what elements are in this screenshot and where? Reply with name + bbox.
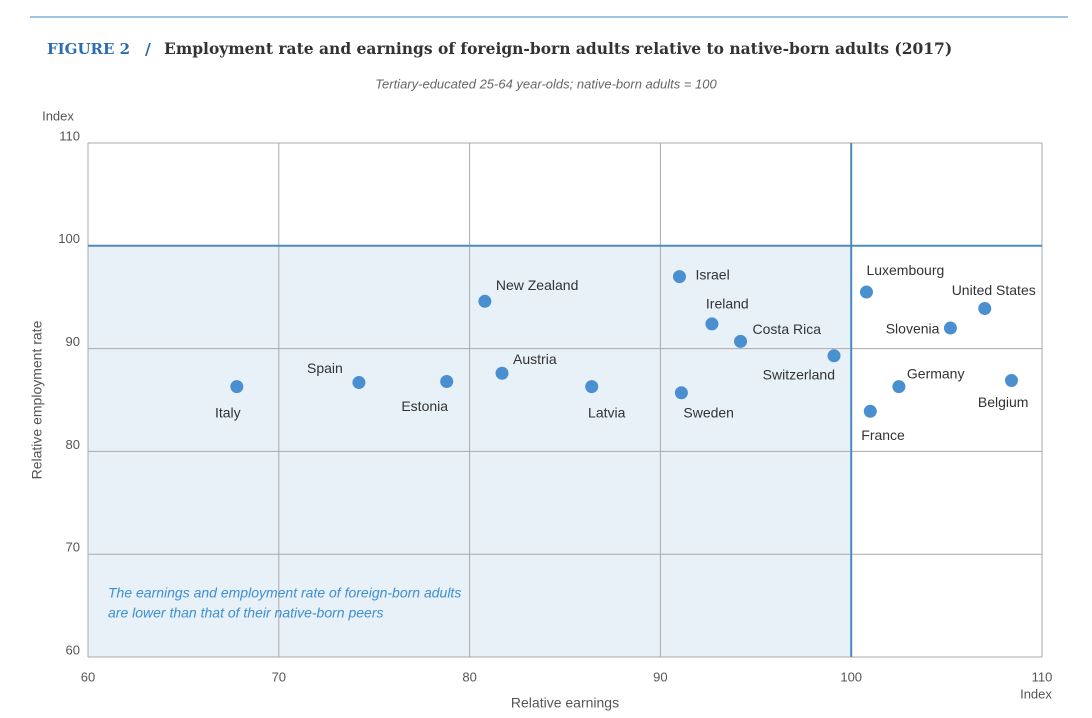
x-tick-label: 80 xyxy=(462,669,476,684)
point-label: Germany xyxy=(907,365,965,381)
point-label: Slovenia xyxy=(886,321,940,337)
x-unit: Index xyxy=(1020,686,1052,701)
y-tick-label: 110 xyxy=(59,128,80,143)
data-point xyxy=(440,374,454,388)
point-label: United States xyxy=(952,282,1036,298)
point-label: Austria xyxy=(513,351,557,367)
point-label: Latvia xyxy=(588,404,626,420)
x-tick-label: 70 xyxy=(272,669,286,684)
y-tick-label: 80 xyxy=(66,437,80,452)
y-tick-label: 100 xyxy=(58,231,80,246)
x-axis-label: Relative earnings xyxy=(511,695,619,711)
y-axis-label: Relative employment rate xyxy=(29,320,45,479)
point-label: Ireland xyxy=(706,296,749,312)
title-separator: / xyxy=(145,40,151,59)
figure-label: FIGURE 2 xyxy=(47,40,130,58)
x-tick-label: 60 xyxy=(81,669,95,684)
data-point xyxy=(230,380,244,394)
data-point xyxy=(478,294,492,308)
chart-title: Employment rate and earnings of foreign-… xyxy=(164,39,952,58)
point-label: Belgium xyxy=(978,394,1029,410)
data-point xyxy=(672,270,686,284)
point-label: New Zealand xyxy=(496,277,579,293)
y-unit: Index xyxy=(42,108,74,123)
point-label: Sweden xyxy=(683,405,734,421)
data-point xyxy=(943,321,957,335)
annotation: The earnings and employment rate of fore… xyxy=(108,585,461,601)
data-point xyxy=(674,386,688,400)
point-label: Switzerland xyxy=(763,366,835,382)
data-point xyxy=(978,302,992,316)
data-point xyxy=(892,380,906,394)
annotation: are lower than that of their native-born… xyxy=(108,605,384,621)
point-label: Italy xyxy=(215,404,241,420)
data-point xyxy=(863,404,877,418)
point-label: Costa Rica xyxy=(753,321,822,337)
y-tick-label: 60 xyxy=(66,642,80,657)
data-point xyxy=(859,285,873,299)
point-label: Estonia xyxy=(401,398,448,414)
point-label: Luxembourg xyxy=(866,262,944,278)
x-tick-label: 110 xyxy=(1032,669,1053,684)
data-point xyxy=(495,366,509,380)
data-point xyxy=(1004,373,1018,387)
data-point xyxy=(734,334,748,348)
y-tick-label: 90 xyxy=(66,334,80,349)
data-point xyxy=(827,349,841,363)
subtitle: Tertiary-educated 25-64 year-olds; nativ… xyxy=(375,76,717,91)
data-point xyxy=(705,317,719,331)
x-tick-label: 90 xyxy=(653,669,667,684)
point-label: France xyxy=(861,427,905,443)
point-label: Spain xyxy=(307,360,343,376)
data-point xyxy=(585,380,599,394)
point-label: Israel xyxy=(695,266,729,282)
x-tick-label: 100 xyxy=(840,669,862,684)
y-tick-label: 70 xyxy=(66,540,80,555)
data-point xyxy=(352,376,366,390)
